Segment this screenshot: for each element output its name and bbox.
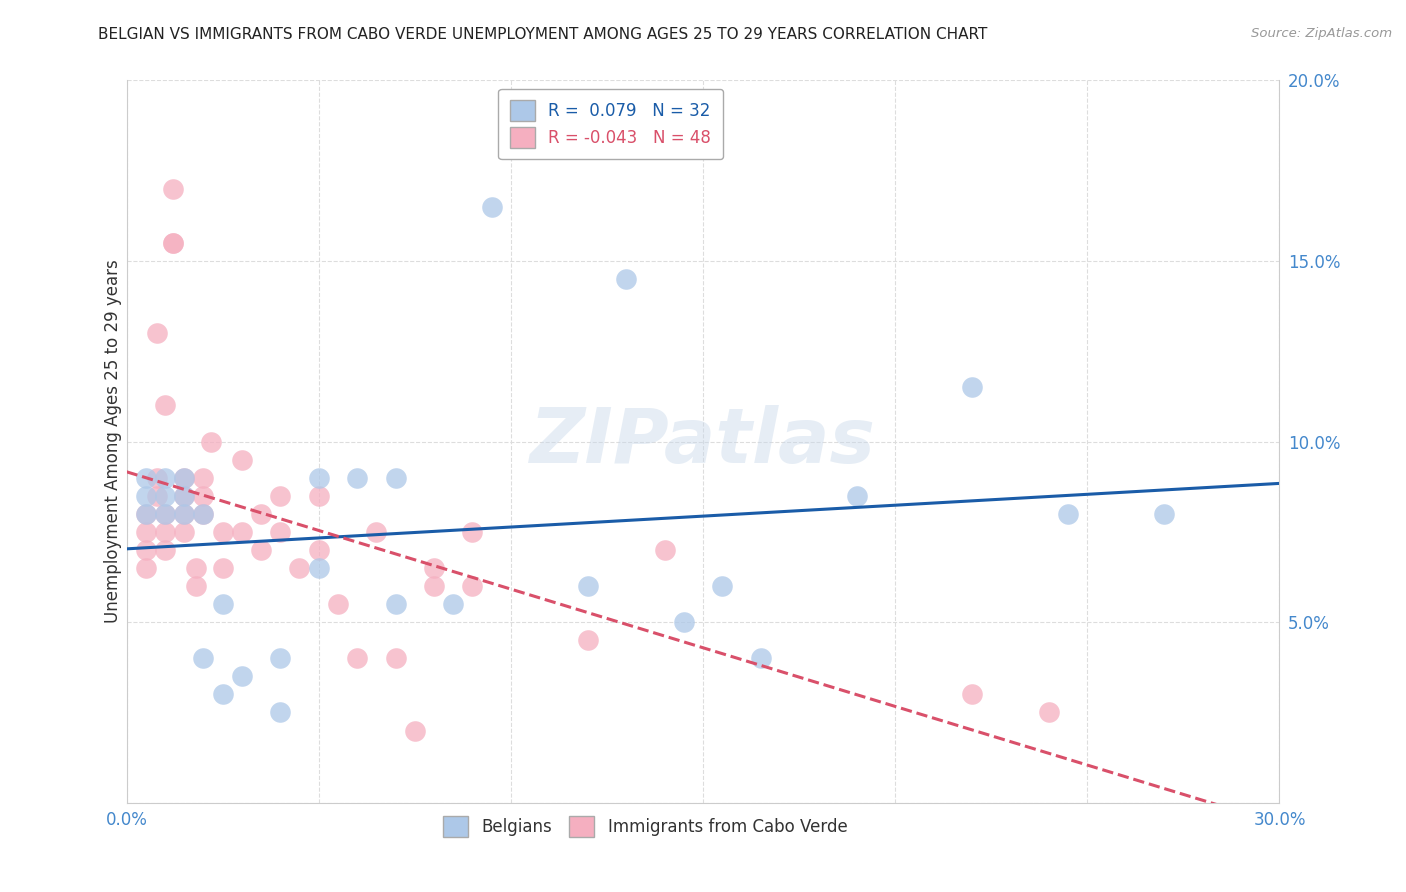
Point [173,471,195,485]
Point [153,489,176,503]
Point [231,452,253,467]
Point [211,561,233,575]
Point [749,651,772,665]
Point [153,507,176,521]
Point [960,687,983,701]
Point [441,597,464,611]
Point [162,235,184,250]
Point [211,524,233,539]
Point [481,200,503,214]
Point [135,507,157,521]
Point [193,507,215,521]
Point [326,597,349,611]
Point [404,723,426,738]
Point [211,597,233,611]
Point [173,489,195,503]
Point [269,524,291,539]
Point [308,471,330,485]
Point [250,507,273,521]
Point [135,489,157,503]
Point [153,398,176,412]
Point [135,542,157,557]
Point [461,524,484,539]
Point [250,542,273,557]
Point [173,489,195,503]
Point [384,471,406,485]
Point [269,489,291,503]
Point [153,524,176,539]
Point [193,471,215,485]
Point [614,272,637,286]
Point [135,507,157,521]
Point [153,507,176,521]
Point [384,651,406,665]
Point [153,471,176,485]
Point [308,489,330,503]
Point [135,524,157,539]
Point [1153,507,1175,521]
Point [269,706,291,720]
Point [211,687,233,701]
Point [193,489,215,503]
Point [711,579,734,593]
Point [153,542,176,557]
Point [193,651,215,665]
Point [269,651,291,665]
Point [576,579,599,593]
Point [135,561,157,575]
Point [231,669,253,683]
Point [845,489,868,503]
Point [173,471,195,485]
Point [960,380,983,394]
Point [162,235,184,250]
Point [308,542,330,557]
Point [1057,507,1080,521]
Point [423,579,446,593]
Text: ZIPatlas: ZIPatlas [530,405,876,478]
Point [308,561,330,575]
Y-axis label: Unemployment Among Ages 25 to 29 years: Unemployment Among Ages 25 to 29 years [104,260,122,624]
Point [135,471,157,485]
Legend: Belgians, Immigrants from Cabo Verde: Belgians, Immigrants from Cabo Verde [434,808,856,845]
Point [423,561,446,575]
Point [672,615,695,630]
Point [184,561,207,575]
Point [288,561,311,575]
Point [384,597,406,611]
Point [576,633,599,648]
Point [654,542,676,557]
Point [461,579,484,593]
Point [184,579,207,593]
Point [173,507,195,521]
Point [146,471,169,485]
Point [162,182,184,196]
Point [146,489,169,503]
Point [193,507,215,521]
Point [231,524,253,539]
Point [173,524,195,539]
Point [200,434,222,449]
Text: Source: ZipAtlas.com: Source: ZipAtlas.com [1251,27,1392,40]
Point [366,524,388,539]
Point [146,326,169,340]
Point [173,507,195,521]
Point [346,471,368,485]
Point [346,651,368,665]
Text: BELGIAN VS IMMIGRANTS FROM CABO VERDE UNEMPLOYMENT AMONG AGES 25 TO 29 YEARS COR: BELGIAN VS IMMIGRANTS FROM CABO VERDE UN… [98,27,988,42]
Point [1038,706,1060,720]
